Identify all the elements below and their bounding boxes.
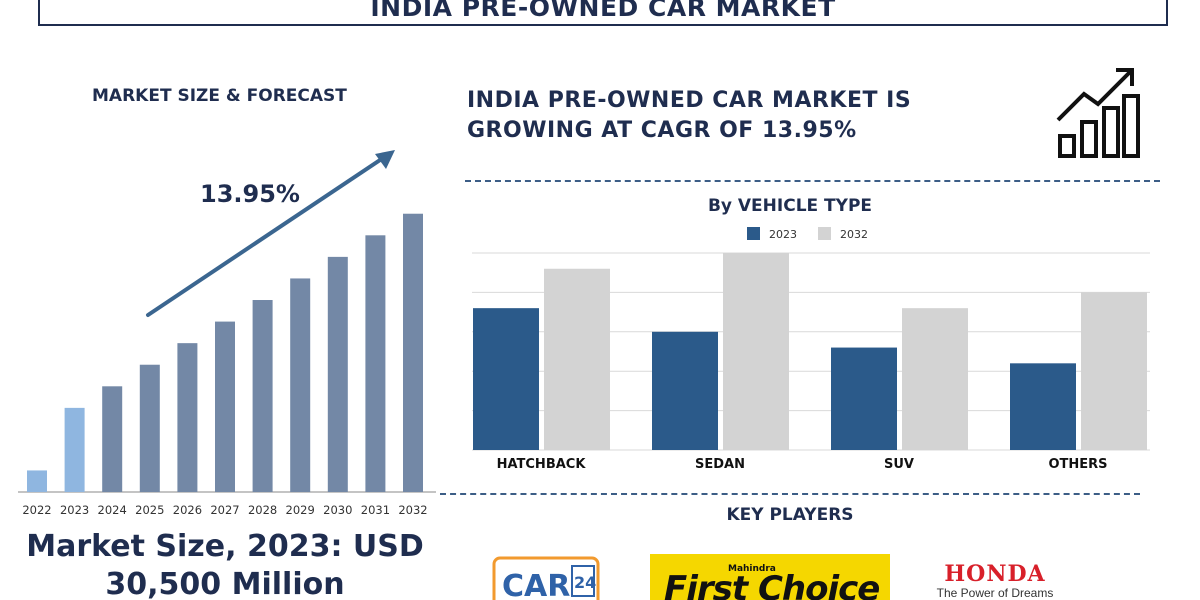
forecast-tick-2024: 2024 [98,503,127,517]
market-size-line2: 30,500 Million [105,567,345,600]
market-forecast-chart: 2022 2023 2024 2025 2026 2027 2028 2029 2030 2031… [18,150,436,517]
bar-hatchback-2023 [473,308,539,450]
forecast-tick-2029: 2029 [286,503,315,517]
cagr-annotation: 13.95% [200,180,300,208]
forecast-bar-2029 [290,278,311,492]
cagr-statement: INDIA PRE-OWNED CAR MARKET IS GROWING AT… [467,86,1027,146]
divider-top [465,180,1160,182]
cars24-logo: CARS 24 [492,556,600,600]
forecast-tick-2025: 2025 [135,503,164,517]
market-size-heading: MARKET SIZE & FORECAST [92,86,347,106]
forecast-bar-2032 [403,213,423,492]
forecast-bar-2028 [252,300,273,492]
bar-others-2023 [1010,363,1076,450]
cagr-statement-line2: GROWING AT CAGR OF 13.95% [467,118,857,143]
market-size-summary: Market Size, 2023: USD 30,500 Million [10,528,440,600]
mahindra-first-choice-logo: Mahindra First Choice [650,554,890,600]
forecast-tick-2028: 2028 [248,503,277,517]
forecast-bar-2030 [327,256,348,492]
forecast-bar-2027 [215,321,235,492]
title-banner: INDIA PRE-OWNED CAR MARKET [38,0,1168,26]
category-label-hatchback: HATCHBACK [497,457,587,472]
cagr-statement-line1: INDIA PRE-OWNED CAR MARKET IS [467,88,912,113]
bar-sedan-2032 [723,253,789,450]
legend-label-2023: 2023 [769,228,797,241]
category-label-suv: SUV [884,457,914,472]
bar-suv-2032 [902,308,968,450]
divider-bottom [440,493,1140,495]
forecast-bar-2022 [27,470,47,492]
forecast-bar-2026 [177,343,198,492]
category-label-others: OTHERS [1048,457,1107,472]
vehicle-type-chart: 2023 2032 HATCHBACK SEDAN SUV OTHERS [472,227,1150,472]
growth-arrow-line [146,156,385,317]
forecast-tick-2026: 2026 [173,503,202,517]
bar-others-2032 [1081,292,1147,450]
bar-suv-2023 [831,347,897,450]
forecast-bar-2025 [139,364,160,492]
bar-sedan-2023 [652,331,718,450]
bar-hatchback-2032 [544,268,610,450]
growth-chart-icon [1056,68,1140,158]
market-size-line1: Market Size, 2023: USD [26,529,424,564]
forecast-tick-2031: 2031 [361,503,390,517]
honda-logo: HONDA The Power of Dreams [936,561,1054,600]
forecast-bar-2023 [64,407,85,492]
forecast-bar-2031 [365,235,386,493]
forecast-tick-2022: 2022 [22,503,51,517]
legend-label-2032: 2032 [840,228,868,241]
forecast-bar-2024 [102,386,123,492]
legend-swatch-2023 [747,227,760,240]
key-players-heading: KEY PLAYERS [726,505,854,525]
forecast-tick-2027: 2027 [210,503,239,517]
forecast-tick-2023: 2023 [60,503,89,517]
forecast-tick-2032: 2032 [398,503,427,517]
forecast-tick-2030: 2030 [323,503,352,517]
legend-swatch-2032 [818,227,831,240]
category-label-sedan: SEDAN [695,457,745,472]
growth-arrow-head [375,150,395,169]
page-title: INDIA PRE-OWNED CAR MARKET [370,0,836,22]
svg-text:24: 24 [574,573,596,592]
vehicle-type-heading: By VEHICLE TYPE [707,196,873,216]
